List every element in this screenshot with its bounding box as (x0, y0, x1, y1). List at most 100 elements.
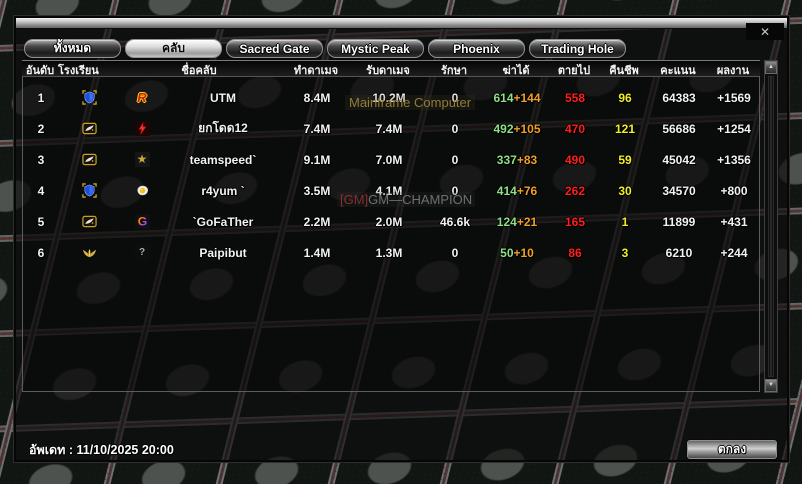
scroll-up-icon[interactable]: ▲ (765, 61, 777, 74)
club-name: UTM (210, 90, 236, 105)
damage-done-cell: 8.4M (303, 90, 331, 105)
table-row: 1 R UTM 8.4M 10.2M 0 614+144 558 96 6438… (23, 82, 759, 113)
deaths-cell: 490 (564, 152, 586, 167)
kills-cell: 337+83 (496, 152, 538, 167)
deaths-cell: 86 (568, 245, 582, 260)
rank-cell: 3 (37, 152, 45, 167)
col-revives: คืนชีพ (609, 65, 639, 77)
table-body: 1 R UTM 8.4M 10.2M 0 614+144 558 96 6438… (22, 77, 760, 392)
result-cell: +1254 (717, 121, 751, 136)
result-cell: +1356 (717, 152, 751, 167)
rainbow-g-icon: G (119, 214, 165, 229)
blue-shield-icon (59, 183, 119, 198)
framed-swoosh-icon (59, 121, 119, 136)
gold-wings-icon (59, 245, 119, 260)
gold-star-icon: ★ (119, 152, 165, 167)
col-damage-done: ทำดาเมจ (293, 65, 339, 77)
col-kills: ฆ่าได้ (502, 65, 530, 77)
red-r-icon: R (137, 90, 147, 105)
tab-trading-hole[interactable]: Trading Hole (529, 39, 626, 58)
deaths-cell: 262 (564, 183, 586, 198)
tab-mystic-peak[interactable]: Mystic Peak (327, 39, 424, 58)
score-cell: 11899 (662, 214, 696, 229)
damage-done-cell: 2.2M (303, 214, 331, 229)
ok-button[interactable]: ตกลง (686, 439, 778, 460)
gm-watermark-champion: [GM]GM—CHAMPION (337, 192, 476, 207)
scrollbar[interactable]: ▲ ▼ (764, 60, 778, 393)
damage-taken-cell: 7.0M (375, 152, 403, 167)
club-name: Paipibut (199, 245, 247, 260)
damage-done-cell: 1.4M (303, 245, 331, 260)
revives-cell: 3 (621, 245, 629, 260)
heal-cell: 0 (451, 245, 459, 260)
deaths-cell: 470 (564, 121, 586, 136)
rank-cell: 1 (37, 90, 45, 105)
col-club-name: ชื่อคลับ (181, 65, 217, 77)
damage-taken-cell: 2.0M (375, 214, 403, 229)
damage-done-cell: 9.1M (303, 152, 331, 167)
heal-cell: 46.6k (439, 214, 471, 229)
svg-text:G: G (137, 215, 146, 229)
tab-bar: ทั้งหมด คลับ Sacred Gate Mystic Peak Phoenix… (24, 39, 626, 58)
score-cell: 6210 (665, 245, 693, 260)
question-mark-icon: ? (119, 245, 165, 260)
damage-taken-cell: 1.3M (375, 245, 403, 260)
scroll-down-icon[interactable]: ▼ (765, 379, 777, 392)
tab-sacred-gate[interactable]: Sacred Gate (226, 39, 323, 58)
scrollbar-track[interactable] (768, 76, 774, 377)
table-row: 4 r4yum ` 3.5M 4.1M 0 414+76 262 30 3457… (23, 175, 759, 206)
damage-taken-cell: 7.4M (375, 121, 403, 136)
score-cell: 64383 (662, 90, 696, 105)
rank-cell: 5 (37, 214, 45, 229)
damage-taken-cell: 10.2M (372, 90, 406, 105)
result-cell: +800 (720, 183, 748, 198)
heal-cell: 0 (451, 183, 459, 198)
kills-cell: 50+10 (500, 245, 534, 260)
score-cell: 56686 (662, 121, 696, 136)
gm-watermark-mainframe: Mainframe Computer (345, 95, 476, 110)
col-heal: รักษา (441, 65, 467, 77)
deaths-cell: 558 (564, 90, 586, 105)
table-row: 2 ยกโดด12 7.4M 7.4M 0 492+105 470 121 56… (23, 113, 759, 144)
result-cell: +431 (720, 214, 748, 229)
table-header: อันดับ โรงเรียน ชื่อคลับ ทำดาเมจ รับดาเม… (22, 60, 760, 77)
tab-all[interactable]: ทั้งหมด (24, 39, 121, 58)
result-cell: +244 (720, 245, 748, 260)
table-row: 3 ★ teamspeed` 9.1M 7.0M 0 337+83 490 59… (23, 144, 759, 175)
damage-done-cell: 3.5M (303, 183, 331, 198)
framed-swoosh-icon (59, 214, 119, 229)
col-deaths: ตายไป (557, 65, 591, 77)
damage-done-cell: 7.4M (303, 121, 331, 136)
score-cell: 45042 (662, 152, 696, 167)
col-damage-taken: รับดาเมจ (366, 65, 410, 77)
heal-cell: 0 (451, 121, 459, 136)
tab-phoenix[interactable]: Phoenix (428, 39, 525, 58)
rank-cell: 6 (37, 245, 45, 260)
result-cell: +1569 (717, 90, 751, 105)
framed-swoosh-icon (59, 152, 119, 167)
rank-cell: 4 (37, 183, 45, 198)
revives-cell: 96 (618, 90, 632, 105)
club-name: ยกโดด12 (198, 121, 248, 135)
red-lightning-icon (119, 121, 165, 136)
update-timestamp: อัพเดท : 11/10/2025 20:00 (29, 443, 174, 457)
close-icon[interactable]: ✕ (746, 23, 784, 40)
damage-taken-cell: 4.1M (375, 183, 403, 198)
ranking-window: ✕ ทั้งหมด คลับ Sacred Gate Mystic Peak Phoen… (13, 15, 790, 463)
club-name: r4yum ` (201, 183, 245, 198)
club-name: `GoFaTher (192, 214, 254, 229)
heal-cell: 0 (451, 90, 459, 105)
revives-cell: 59 (618, 152, 632, 167)
col-result: ผลงาน (716, 65, 750, 77)
heal-cell: 0 (451, 152, 459, 167)
fried-egg-icon (119, 183, 165, 198)
kills-cell: 614+144 (493, 90, 541, 105)
revives-cell: 121 (614, 121, 636, 136)
kills-cell: 414+76 (496, 183, 538, 198)
tab-club[interactable]: คลับ (125, 39, 222, 58)
col-rank: อันดับ (25, 65, 55, 77)
score-cell: 34570 (662, 183, 696, 198)
titlebar (16, 18, 787, 29)
kills-cell: 492+105 (493, 121, 541, 136)
